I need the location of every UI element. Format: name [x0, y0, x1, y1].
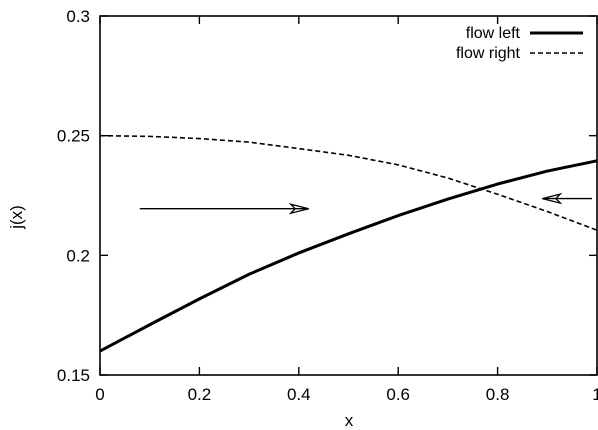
- series-line-flow-left: [99, 159, 598, 353]
- arrow-left: [542, 192, 593, 205]
- x-tick-label: 0.8: [486, 385, 510, 404]
- y-axis-title: j(x): [7, 205, 26, 230]
- plot-frame: [99, 15, 598, 376]
- x-tick-label: 0.6: [386, 385, 410, 404]
- arrow-head: [542, 192, 563, 205]
- y-tick-label: 0.25: [57, 127, 90, 146]
- x-axis-title: x: [345, 411, 354, 430]
- plot-area: [99, 134, 598, 353]
- arrow-right: [139, 203, 309, 215]
- x-tick-label: 0.4: [287, 385, 311, 404]
- axes: 0 0.2 0.4 0.6 0.8 1 0.15 0.2 0.25 0.3: [57, 7, 598, 404]
- x-tick-label: 1: [592, 385, 598, 404]
- y-tick-label: 0.15: [57, 366, 90, 385]
- legend-label-flow-right: flow right: [456, 45, 521, 62]
- arrow-head: [288, 203, 309, 215]
- annotations: [139, 192, 593, 215]
- x-tick-label: 0.2: [188, 385, 212, 404]
- legend-label-flow-left: flow left: [466, 25, 521, 42]
- series-line-flow-right: [99, 134, 598, 231]
- legend: flow left flow right: [456, 25, 583, 62]
- x-tick-label: 0: [95, 385, 104, 404]
- y-tick-label: 0.3: [66, 7, 90, 26]
- y-tick-label: 0.2: [66, 246, 90, 265]
